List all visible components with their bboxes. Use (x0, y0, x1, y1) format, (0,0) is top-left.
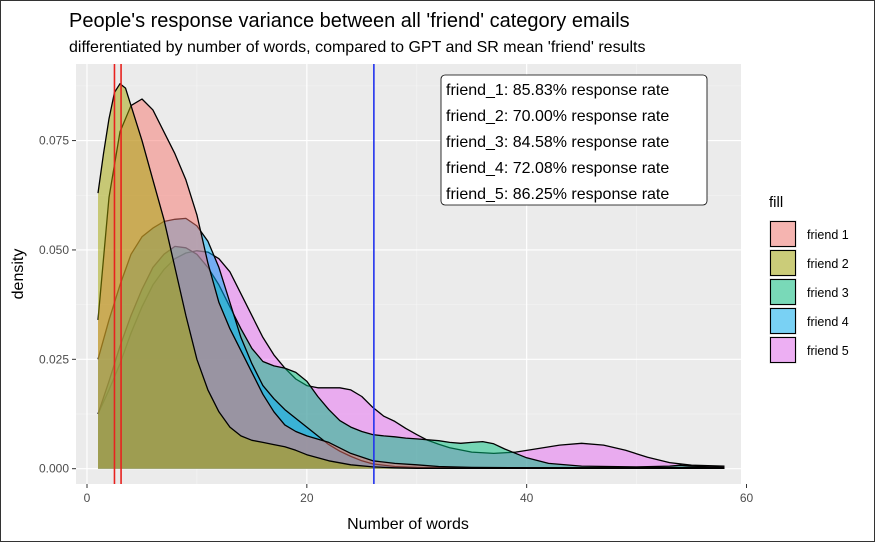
outline-friend-2 (97, 83, 725, 469)
x-axis-title: Number of words (347, 516, 469, 533)
x-axis: 0 20 40 60 (84, 484, 754, 505)
legend-title: fill (769, 194, 783, 211)
legend-label: friend 2 (807, 257, 849, 271)
legend-label: friend 5 (807, 344, 849, 358)
legend: fill friend 1 friend 2 friend 3 friend 4 fri… (769, 194, 849, 364)
annotation-friend-4: friend_4: 72.08% response rate (446, 160, 669, 177)
y-axis-title: density (10, 249, 27, 300)
reference-lines (113, 64, 375, 484)
legend-swatch-friend-1 (769, 220, 797, 248)
y-tick-label: 0.000 (39, 462, 69, 476)
annotation-background (440, 74, 708, 206)
y-tick-label: 0.025 (39, 352, 69, 366)
legend-swatch-friend-3 (769, 278, 797, 306)
area-friend-2 (98, 83, 725, 469)
legend-label: friend 3 (807, 286, 849, 300)
annotation-friend-3: friend_3: 84.58% response rate (446, 134, 669, 151)
legend-label: friend 1 (807, 228, 849, 242)
chart-title: People's response variance between all '… (69, 10, 630, 32)
legend-swatch-friend-5 (769, 336, 797, 364)
density-areas (97, 83, 725, 469)
outline-friend-1 (97, 98, 725, 469)
y-axis: 0.000 0.025 0.050 0.075 (39, 134, 76, 476)
annotation-friend-5: friend_5: 86.25% response rate (446, 186, 669, 203)
legend-swatch-friend-2 (769, 249, 797, 277)
x-tick-label: 0 (84, 491, 91, 505)
y-tick-label: 0.075 (39, 134, 69, 148)
x-tick-label: 20 (300, 491, 314, 505)
annotation-friend-1: friend_1: 85.83% response rate (446, 82, 669, 99)
chart-subtitle: differentiated by number of words, compa… (69, 39, 645, 56)
legend-swatch-friend-4 (769, 307, 797, 335)
annotation-friend-2: friend_2: 70.00% response rate (446, 108, 669, 125)
x-tick-label: 40 (520, 491, 534, 505)
legend-label: friend 4 (807, 315, 849, 329)
x-tick-label: 60 (740, 491, 754, 505)
y-tick-label: 0.050 (39, 243, 69, 257)
annotation-box: friend_1: 85.83% response rate friend_2:… (440, 74, 708, 206)
